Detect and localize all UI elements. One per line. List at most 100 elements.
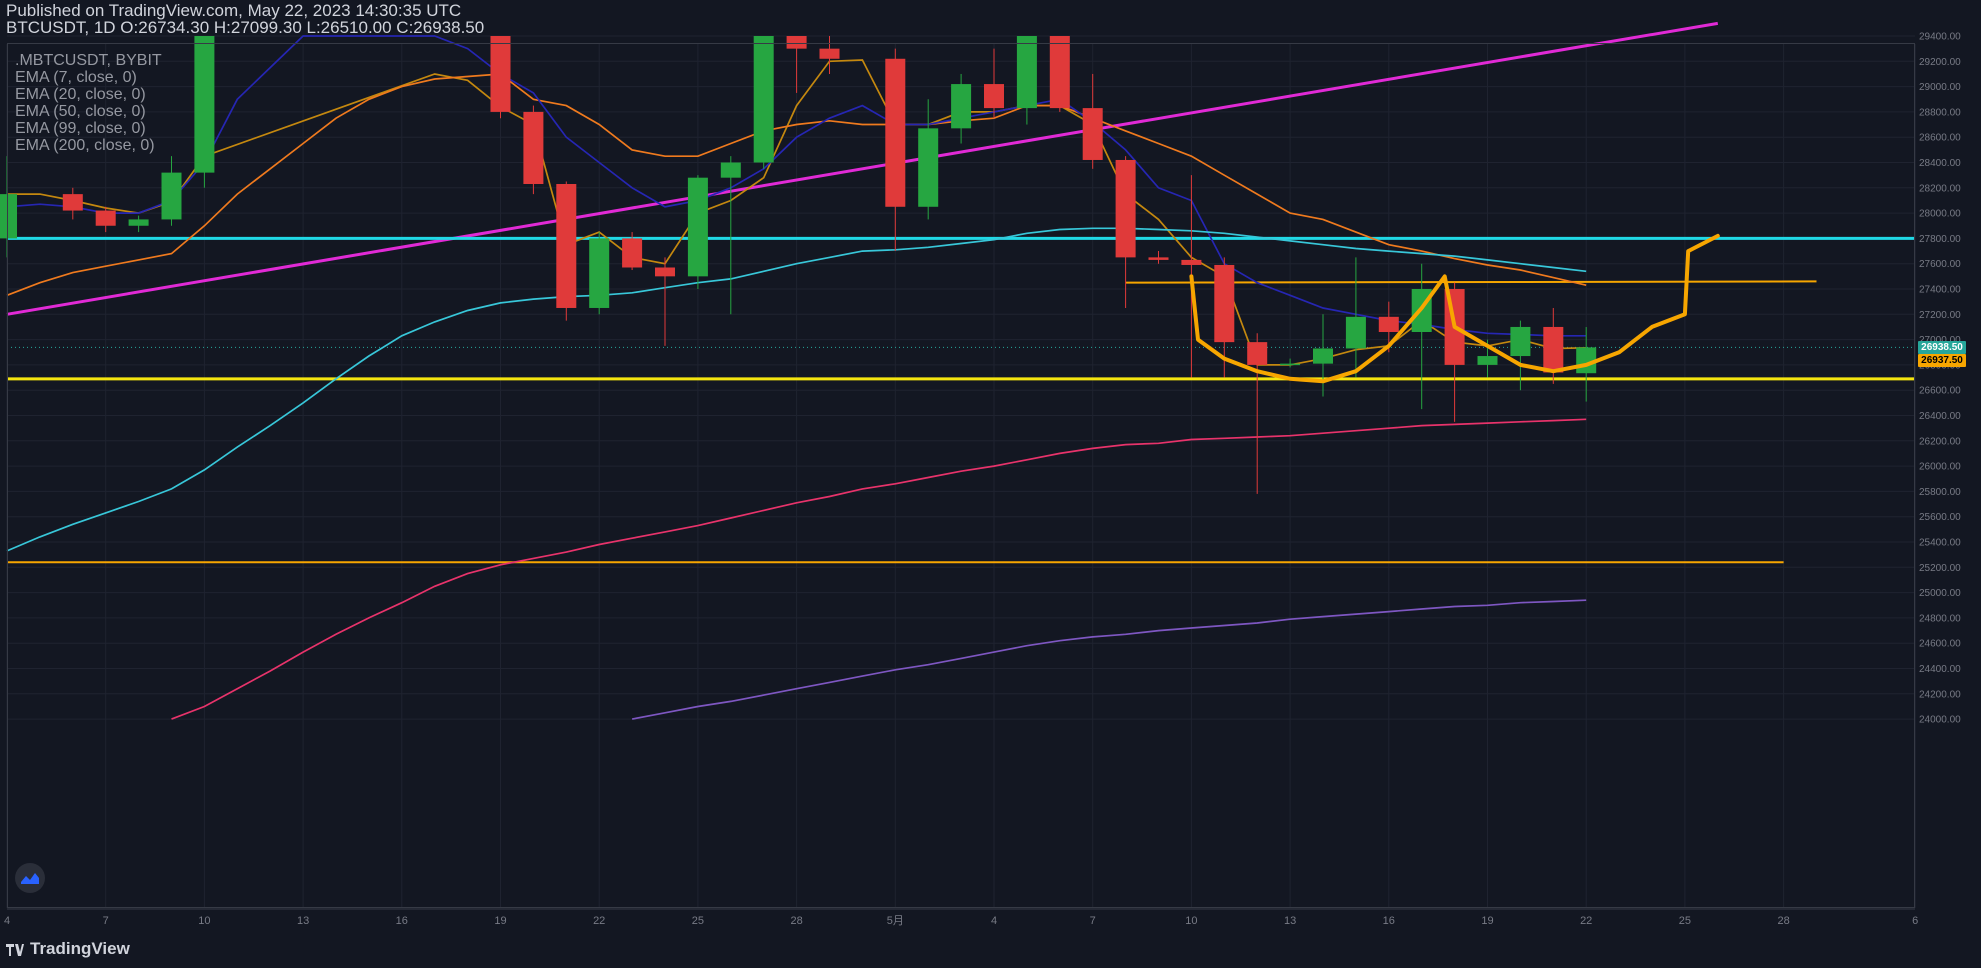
trendline [6,21,1719,316]
candle-body [589,238,610,308]
brand-name: TradingView [30,939,130,958]
time-tick-label: 28 [1777,915,1789,927]
candle-down [556,181,577,321]
time-tick-label: 13 [297,915,309,927]
candle-body [753,36,774,163]
time-tick-label: 16 [1383,915,1395,927]
legend-ema-20[interactable]: EMA (20, close, 0) [15,86,146,103]
candle-body [62,194,83,211]
candle-up [1510,320,1531,391]
time-tick-label: 19 [1481,915,1493,927]
price-tick-label: 27800.00 [1919,234,1961,245]
candle-body [1214,264,1235,343]
price-tick-label: 27400.00 [1919,285,1961,296]
candle-body [161,172,182,220]
overlay-drawings [1189,233,1720,384]
candle-body [0,194,17,239]
candle-body [984,84,1004,109]
candle-body [951,84,972,129]
legend-symbol[interactable]: .MBTCUSDT, BYBIT [15,52,162,69]
price-tick-label: 28400.00 [1919,158,1961,169]
candle-down [622,232,643,271]
tradingview-brand-icon [6,944,24,956]
mark-price-tag: 26937.50 [1918,354,1966,368]
candle-body [1313,348,1333,364]
time-tick-label: 25 [1679,915,1691,927]
price-tick-label: 28000.00 [1919,209,1961,220]
candle-down [490,36,511,119]
ema-line-5 [631,599,1587,720]
level-segment [1125,280,1817,284]
candle-down [523,105,544,195]
ema-line-2 [6,35,1587,337]
price-tick-label: 24000.00 [1919,715,1961,726]
candle-down [655,257,675,346]
legend-ema-99[interactable]: EMA (99, close, 0) [15,120,146,137]
candle-up [1411,263,1432,410]
grid [6,35,1916,908]
candle-down [1049,36,1070,112]
candle-up [128,215,149,233]
time-tick-label: 19 [494,915,506,927]
price-tick-label: 24400.00 [1919,664,1961,675]
candle-up [1313,314,1333,397]
plot-border [7,43,1915,908]
time-tick-label: 22 [593,915,605,927]
price-tick-label: 28200.00 [1919,183,1961,194]
candle-body [1148,257,1169,260]
price-tick-label: 24800.00 [1919,613,1961,624]
candle-up [0,156,17,258]
candle-up [194,36,215,188]
drawing-layer [6,21,1915,564]
candle-down [984,48,1004,119]
ohlc-readout: BTCUSDT, 1D O:26734.30 H:27099.30 L:2651… [6,18,485,37]
candle-down [1148,251,1169,264]
price-tick-label: 26600.00 [1919,386,1961,397]
candle-body [1477,356,1498,365]
price-tick-label: 25400.00 [1919,538,1961,549]
price-tick-label: 27600.00 [1919,259,1961,270]
price-tick-label: 24200.00 [1919,689,1961,700]
tradingview-logo-icon[interactable] [15,863,45,893]
price-tick-label: 25200.00 [1919,563,1961,574]
candle-body [1378,316,1399,333]
time-tick-label: 4 [4,915,10,927]
price-tick-label: 29000.00 [1919,82,1961,93]
candle-body [556,184,577,308]
candle-down [95,206,116,233]
candle-up [589,232,610,315]
price-tick-label: 25800.00 [1919,487,1961,498]
price-tick-label: 25600.00 [1919,512,1961,523]
candle-up [720,156,741,315]
chart-header: Published on TradingView.com, May 22, 20… [6,2,484,36]
price-tick-label: 27000.00 [1919,335,1961,346]
price-tick-label: 25000.00 [1919,588,1961,599]
time-axis: 4 7 10 13 16 19 22 25 28 5月 4 7 10 13 16 19 22 25 28 6 [4,915,1918,927]
candle-down [62,187,83,220]
candle-down [1247,333,1268,494]
candle-down [1444,282,1465,422]
candle-up [687,175,708,289]
candle-body [1082,108,1103,160]
candle-body [523,111,544,185]
legend-ema-200[interactable]: EMA (200, close, 0) [15,137,155,154]
candle-up [753,36,774,169]
candle-body [1115,159,1136,258]
candle-down [1082,73,1103,169]
price-tick-label: 28800.00 [1919,107,1961,118]
candle-body [819,48,840,59]
price-tick-label: 27200.00 [1919,310,1961,321]
legend-ema-7[interactable]: EMA (7, close, 0) [15,69,137,86]
price-tick-label: 24600.00 [1919,639,1961,650]
candle-body [918,128,939,207]
candle-body [786,36,807,49]
last-price-tag: 26938.50 [1918,340,1966,354]
legend-ema-50[interactable]: EMA (50, close, 0) [15,103,146,120]
candle-body [95,210,116,226]
price-tick-label: 28600.00 [1919,133,1961,144]
ema-line-4 [171,418,1587,720]
price-tick-label: 29400.00 [1919,32,1961,43]
candle-up [161,156,182,226]
time-tick-label: 10 [1185,915,1197,927]
